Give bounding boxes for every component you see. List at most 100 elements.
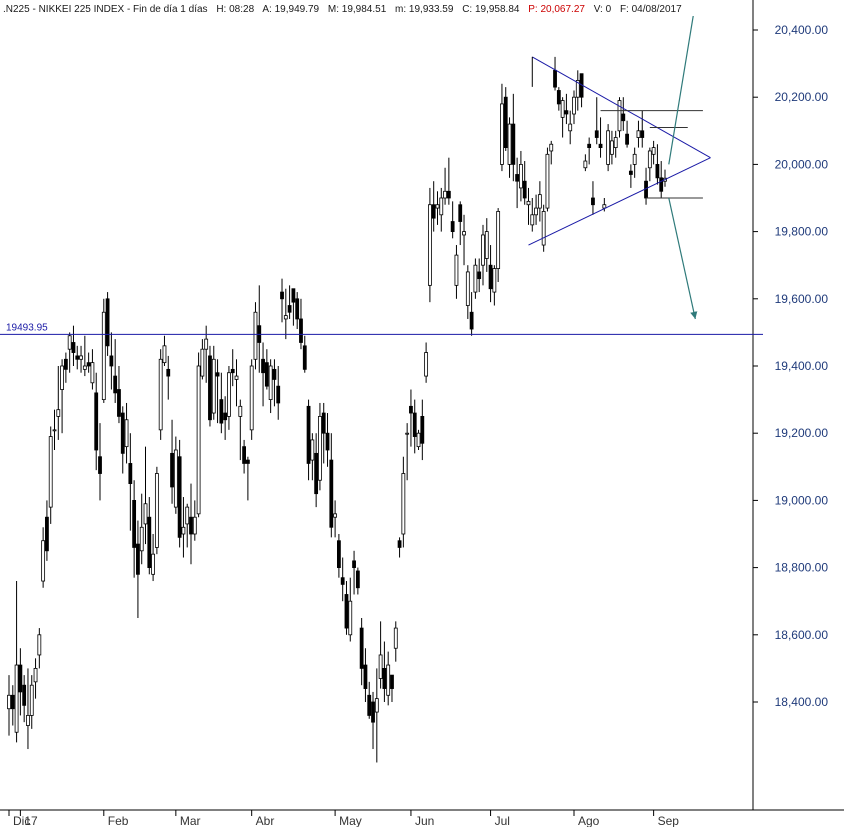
candle-body: [151, 553, 155, 575]
candle-body: [401, 473, 406, 535]
x-tick-label: Ago: [578, 814, 600, 827]
candle-body: [63, 358, 68, 370]
candle-body: [647, 150, 652, 169]
candle: [230, 349, 235, 387]
candle-body: [659, 177, 664, 192]
overlays: 19493.95: [0, 3, 763, 335]
candle: [136, 520, 140, 618]
candle: [511, 93, 516, 182]
candle: [568, 110, 573, 145]
candle: [287, 285, 292, 319]
candle: [367, 681, 372, 719]
candle-body: [522, 180, 527, 199]
candle-body: [462, 231, 466, 236]
candle: [139, 493, 144, 565]
candle-body: [530, 214, 535, 226]
candle: [424, 342, 429, 383]
candle-body: [416, 432, 421, 448]
candle: [238, 399, 243, 461]
candle: [443, 167, 447, 205]
candle-body: [537, 194, 542, 209]
candle: [219, 372, 224, 434]
candle: [211, 345, 216, 420]
candle: [439, 187, 444, 232]
candle-body: [124, 419, 129, 448]
candle: [120, 406, 125, 474]
candle: [496, 208, 501, 282]
candle-body: [101, 311, 106, 400]
candle-body: [67, 335, 72, 350]
candle: [560, 97, 565, 138]
candle-body: [344, 594, 349, 629]
candle: [189, 483, 193, 565]
candle-body: [409, 405, 413, 414]
candle-body: [393, 627, 398, 649]
candle-body: [382, 668, 387, 689]
candle-body: [359, 627, 364, 669]
candle-body: [420, 415, 425, 444]
candle: [22, 675, 27, 723]
candle: [185, 503, 190, 548]
candle-body: [283, 315, 288, 320]
candle-body: [299, 318, 303, 343]
candle-body: [355, 570, 360, 589]
candle: [462, 214, 466, 266]
candle: [283, 288, 288, 340]
candle-body: [378, 654, 383, 679]
candle: [663, 169, 667, 187]
x-tick-label: Dic: [13, 814, 30, 827]
candle-body: [519, 163, 523, 189]
candle: [534, 194, 538, 225]
candle-body: [325, 432, 330, 451]
candle-body: [424, 352, 429, 377]
candle: [132, 480, 137, 578]
candle: [636, 120, 641, 148]
candle-body: [45, 516, 49, 552]
candle: [318, 402, 322, 491]
candle: [276, 366, 281, 420]
candle-body: [405, 432, 410, 435]
candle-body: [496, 211, 501, 269]
candle-body: [166, 368, 171, 377]
x-tick-label: 17: [24, 814, 38, 827]
candle-body: [314, 452, 319, 495]
candle-body: [227, 372, 231, 417]
candle-body: [139, 526, 144, 552]
x-tick-label: Feb: [108, 814, 129, 827]
candle: [192, 500, 197, 541]
candle: [223, 396, 228, 440]
candle-body: [128, 463, 133, 485]
header-close: C: 19,958.84: [462, 4, 520, 15]
candle-body: [492, 268, 497, 293]
candle-body: [105, 298, 110, 347]
candle: [556, 87, 561, 111]
candle: [409, 389, 413, 447]
candle-body: [302, 345, 307, 370]
candle: [507, 117, 512, 178]
candle: [7, 675, 11, 736]
candle-body: [113, 375, 118, 394]
candle: [435, 191, 440, 225]
y-tick-label: 20,000.00: [775, 157, 829, 171]
candle: [82, 335, 87, 377]
candle: [659, 161, 664, 198]
y-tick-label: 19,400.00: [775, 359, 829, 373]
candle-body: [120, 412, 125, 454]
candle: [390, 674, 394, 702]
candle-body: [238, 405, 243, 417]
candle: [412, 399, 417, 454]
candle-body: [572, 96, 576, 115]
y-tick-label: 18,600.00: [775, 628, 829, 642]
candle: [553, 56, 557, 91]
header-ask: A: 19,949.79: [262, 4, 319, 15]
candle-body: [374, 698, 379, 713]
candle-body: [143, 503, 148, 525]
candle: [177, 439, 182, 548]
candle-body: [291, 288, 296, 303]
candle-body: [564, 110, 569, 115]
candle: [253, 302, 258, 370]
candle-body: [60, 365, 64, 390]
candle-body: [162, 345, 167, 364]
